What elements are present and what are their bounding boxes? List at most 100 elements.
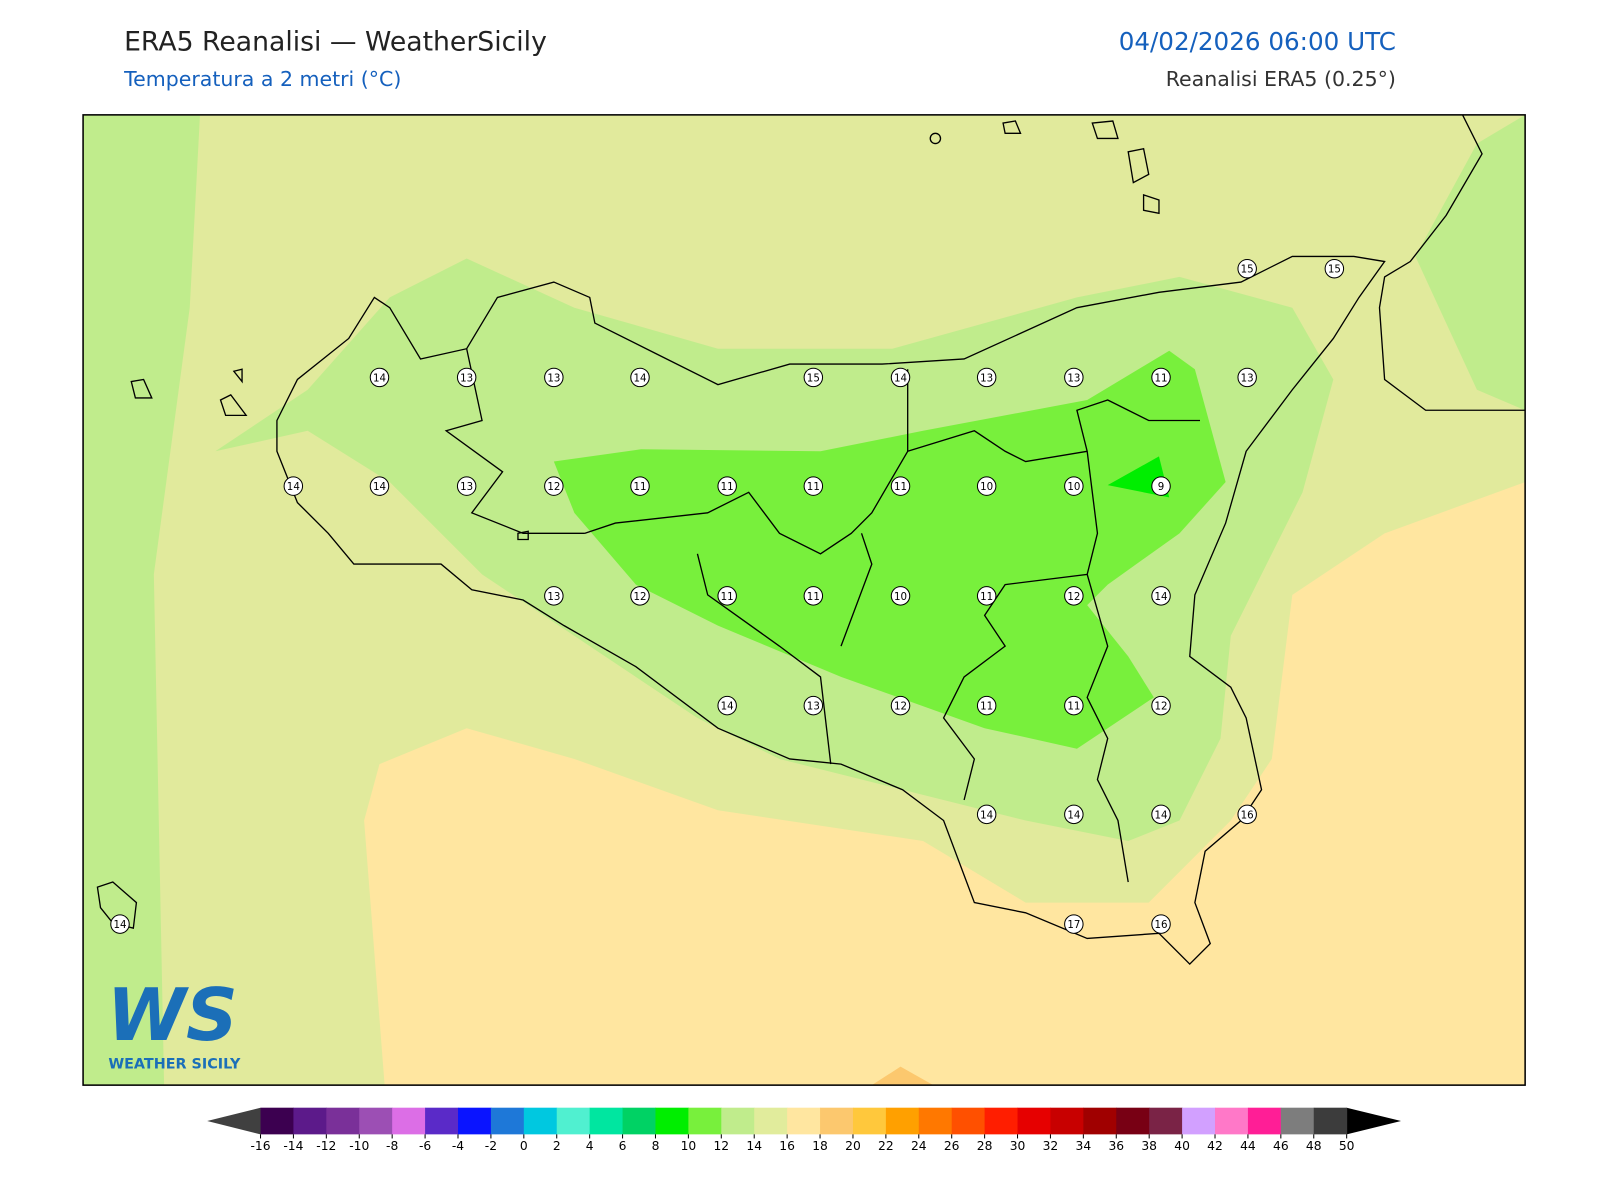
colorbar-tick-label: -4 [452,1139,464,1153]
station-value: 14 [1155,809,1168,821]
station-value: 14 [113,919,126,931]
colorbar-tick-label: 10 [681,1139,697,1153]
station-value: 14 [1067,809,1080,821]
colorbar-bin [787,1107,821,1135]
station-marker [1064,367,1084,388]
station-value: 11 [633,481,646,493]
station-value: 12 [633,591,646,603]
station-marker [976,367,997,388]
colorbar-bin [457,1107,492,1135]
colorbar-tick-label: 4 [586,1139,594,1153]
station-marker [1151,586,1171,606]
colorbar-bin [556,1107,591,1135]
station-value: 12 [1155,701,1168,713]
station-marker [1064,914,1084,934]
colorbar-tick-label: 24 [911,1139,927,1153]
station-value: 16 [1155,919,1168,931]
station-value: 9 [1158,481,1165,493]
colorbar-tick-label: 14 [746,1139,762,1153]
colorbar-bin [721,1107,755,1135]
station-marker [110,914,130,934]
station-value: 12 [547,481,560,493]
subtitle: Temperatura a 2 metri (°C) [123,67,401,91]
station-value: 15 [1241,264,1254,276]
station-value: 13 [460,481,473,493]
station-value: 10 [1067,481,1080,493]
station-marker [976,586,997,606]
station-marker [1064,695,1084,716]
station-marker [803,695,824,716]
colorbar-tick-label: 18 [812,1139,828,1153]
colorbar-tick-label: -16 [250,1139,270,1153]
colorbar-bin [951,1107,986,1135]
logo: WS WEATHER SICILY [107,973,241,1073]
colorbar-bin [885,1107,920,1135]
colorbar-tick-label: 40 [1174,1139,1190,1153]
station-value: 10 [980,481,993,493]
map-frame [82,114,1526,1086]
colorbar-bin [1149,1107,1183,1135]
station-marker [1064,804,1084,825]
station-value: 17 [1067,919,1080,931]
station-value: 15 [1328,264,1341,276]
colorbar-tick-label: -12 [316,1139,336,1153]
station-marker [456,367,477,388]
colorbar-bin [1313,1107,1348,1135]
title: ERA5 Reanalisi — WeatherSicily [124,27,547,58]
colorbar-tick-label: 2 [553,1139,561,1153]
station-marker [803,476,824,496]
colorbar-bin [490,1107,525,1135]
colorbar-tick-label: 42 [1207,1139,1223,1153]
station-marker [1151,804,1171,825]
station-marker [456,476,477,496]
station-value: 11 [1067,701,1080,713]
field-sw [83,594,154,1086]
colorbar-bin [1280,1107,1315,1135]
station-value: 10 [894,591,907,603]
field-10-12 [553,350,1226,749]
colorbar-under [207,1107,261,1135]
station-marker [283,476,304,496]
station-value: 11 [807,591,820,603]
station-marker [976,804,997,825]
station-marker [1064,476,1084,496]
station-marker [1237,367,1257,388]
colorbar: -16 -14 -12 -10 -8 -6 -4 -2 0 2 4 6 8 10 12 14 16 18 20 22 2… [207,1107,1402,1153]
colorbar-bin [918,1107,953,1135]
colorbar-bin [293,1107,327,1135]
station-value: 11 [980,591,993,603]
station-value: 14 [980,809,993,821]
station-marker [630,586,650,606]
colorbar-bin [392,1107,426,1135]
datetime: 04/02/2026 06:00 UTC [1119,27,1396,56]
station-marker [1151,476,1171,496]
colorbar-bin [1247,1107,1282,1135]
station-value: 11 [721,481,734,493]
station-value: 11 [1155,372,1168,384]
station-marker [976,476,997,496]
colorbar-tick-label: 36 [1108,1139,1124,1153]
colorbar-bin [1215,1107,1249,1135]
colorbar-tick-label: 28 [977,1139,993,1153]
colorbar-bin [260,1107,294,1135]
station-marker [717,476,737,496]
station-marker [1064,586,1084,606]
colorbar-bin [1116,1107,1150,1135]
station-marker [630,367,650,388]
colorbar-bin [589,1107,624,1135]
colorbar-over [1346,1107,1402,1135]
colorbar-bin [820,1107,854,1135]
colorbar-tick-label: -2 [485,1139,497,1153]
station-value: 11 [894,481,907,493]
colorbar-tick-label: 26 [944,1139,960,1153]
station-value: 14 [894,372,907,384]
colorbar-bin [984,1107,1019,1135]
station-marker [369,476,390,496]
field-16-18 [364,482,1526,1086]
colorbar-tick-label: 48 [1306,1139,1322,1153]
colorbar-tick-label: 32 [1043,1139,1059,1153]
colorbar-tick-label: 12 [713,1139,729,1153]
logo-letters: WS [107,973,238,1057]
